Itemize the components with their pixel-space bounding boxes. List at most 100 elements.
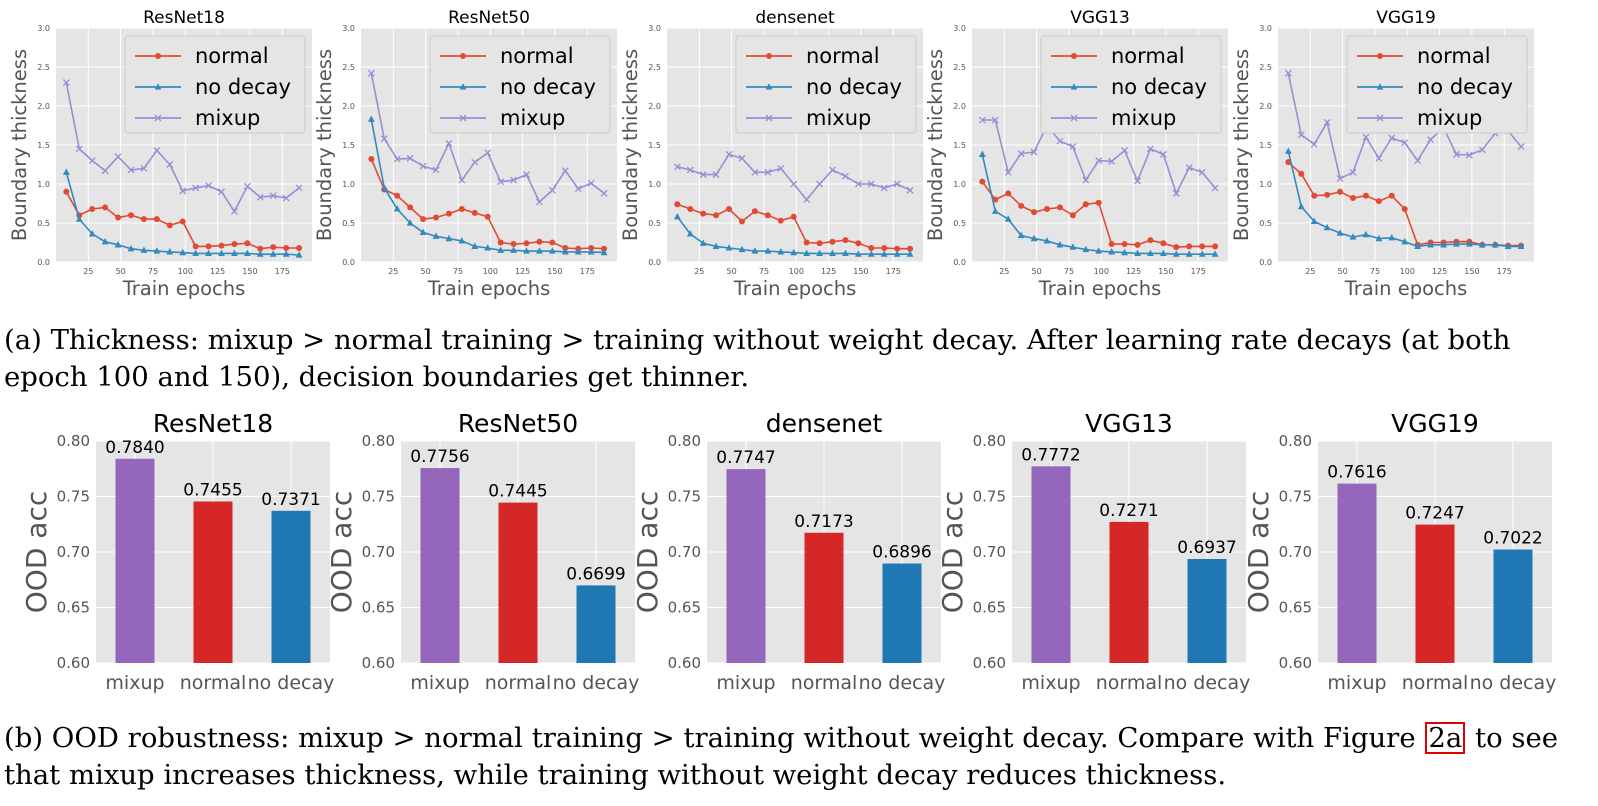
y-tick-label: 0.75 [362,488,395,506]
x-tick-label: 75 [1370,267,1380,276]
data-point-13 [842,237,849,244]
data-point-3 [101,237,109,245]
legend-frame [429,35,611,134]
series-normal [368,156,608,252]
y-tick-label: 0.65 [57,599,90,617]
data-point-17 [893,180,901,188]
data-point-7 [153,247,161,254]
chart-title: densenet [766,409,883,438]
x-tick-label: 125 [515,267,530,276]
y-tick-label: 1.5 [1259,141,1272,150]
data-point-6 [1362,230,1370,238]
data-point-13 [536,247,543,254]
bar-chart-2: 0.60 0.65 0.70 0.75 0.80 0.7756 mixup 0.7445 nor… [325,409,639,694]
data-point-0 [1284,69,1292,77]
bar-value-label: 0.7445 [488,482,547,502]
data-point-4 [1030,234,1038,242]
data-point-14 [548,247,556,254]
data-point-8 [1388,134,1396,142]
series-mixup [978,116,1219,197]
data-point-17 [1504,242,1512,249]
x-tick-label: normal [485,672,552,694]
data-point-11 [510,246,517,253]
x-tick-label: no decay [553,672,640,694]
data-point-10 [1414,242,1422,249]
y-tick-label: 0.5 [648,219,661,228]
data-point-4 [114,241,122,248]
y-tick-label: 0.75 [668,488,701,506]
y-tick-label: 2.0 [648,102,661,111]
bar-chart-4: 0.60 0.65 0.70 0.75 0.80 0.7772 mixup 0.7271 nor… [936,409,1250,694]
bar-no-decay [882,563,922,663]
data-point-1 [686,230,694,237]
data-point-9 [790,248,798,256]
data-point-10 [803,196,811,204]
data-point-11 [510,176,518,184]
data-point-14 [244,240,251,247]
data-point-10 [192,249,200,257]
x-tick-label: no decay [1164,672,1251,694]
x-tick-label: mixup [105,672,164,694]
data-point-legend-2 [765,114,773,122]
y-tick-label: 0.80 [1279,432,1312,450]
data-point-7 [153,147,161,154]
data-point-8 [1388,192,1395,199]
y-tick-label: 0.80 [362,432,395,450]
x-tick-label: 125 [1432,267,1447,276]
data-point-0 [1284,147,1292,154]
legend-label: no decay [195,75,291,99]
data-point-12 [218,249,225,257]
legend-label: no decay [1417,75,1513,99]
y-tick-label: 0.70 [973,543,1006,561]
y-tick-label: 1.5 [648,141,661,150]
data-point-4 [1336,229,1344,236]
data-point-12 [523,240,530,247]
y-tick-label: 2.0 [1259,102,1272,111]
data-point-10 [497,178,505,186]
data-point-9 [484,244,492,251]
x-tick-label: 150 [242,267,257,276]
x-tick-label: no decay [248,672,335,694]
data-point-0 [62,168,70,175]
data-point-4 [1030,148,1038,156]
data-point-18 [296,244,303,251]
data-point-3 [1323,223,1331,231]
y-tick-label: 0.65 [362,599,395,617]
data-point-11 [510,241,517,248]
data-point-13 [231,249,238,257]
data-point-17 [588,244,595,251]
data-point-6 [1362,133,1370,141]
data-point-3 [406,154,414,162]
data-point-0 [674,201,681,208]
data-point-legend-1 [459,83,467,90]
data-point-12 [829,249,836,257]
data-point-18 [906,186,914,194]
chart-title: ResNet50 [458,409,578,438]
y-tick-label: 0.60 [362,654,395,672]
figure-ref-link[interactable]: 2a [1425,722,1466,754]
data-point-8 [1082,245,1090,253]
data-point-12 [1134,177,1141,185]
data-point-11 [816,180,824,188]
data-point-5 [432,232,440,239]
y-tick-label: 0.60 [57,654,90,672]
legend-label: mixup [195,106,260,130]
series-no-decay [673,212,914,257]
data-point-13 [535,198,543,206]
data-point-13 [1147,249,1154,257]
y-tick-label: 2.5 [648,63,661,72]
caption-a: (a) Thickness: mixup > normal training >… [4,324,1511,393]
data-point-2 [700,210,707,217]
data-point-9 [1401,237,1409,245]
x-tick-label: mixup [1021,672,1080,694]
bar-value-label: 0.7840 [105,438,164,458]
x-tick-label: 25 [1305,267,1315,276]
x-tick-label: mixup [1327,672,1386,694]
data-point-12 [829,166,836,174]
legend: normal no decay mixup [735,35,917,134]
data-point-5 [127,166,135,174]
line-chart-5: 0.0 0.5 1.0 1.5 2.0 2.5 3.0 25 50 75 100 125 150 175 V… [1230,8,1534,300]
data-point-15 [561,248,569,255]
data-point-0 [63,188,70,195]
data-point-16 [1185,250,1193,257]
